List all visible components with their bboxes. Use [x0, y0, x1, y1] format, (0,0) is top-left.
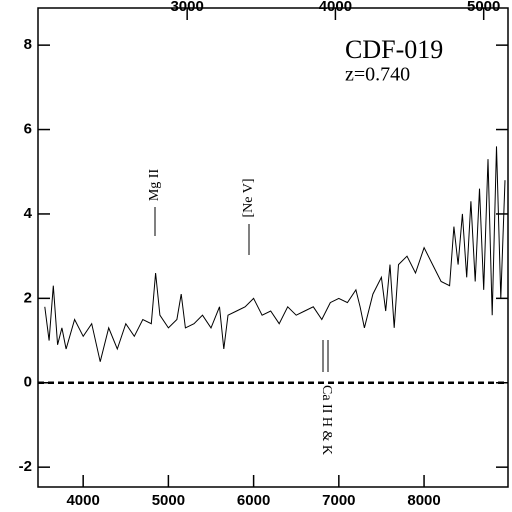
y-tick-label: -2: [19, 458, 32, 475]
line-label: Mg II: [147, 169, 162, 202]
spectrum: [44, 146, 506, 362]
x2-tick-label: 3000: [170, 0, 203, 15]
x-tick-label: 7000: [322, 492, 355, 509]
y-tick-label: 2: [24, 289, 32, 306]
x-tick-label: 4000: [66, 492, 99, 509]
x-tick-label: 8000: [407, 492, 440, 509]
line-label: Ca II H & K: [319, 385, 334, 455]
x-tick-label: 5000: [152, 492, 185, 509]
x-tick-label: 6000: [237, 492, 270, 509]
y-tick-label: 4: [24, 205, 33, 222]
redshift: z=0.740: [345, 64, 410, 86]
line-label: [Ne V]: [241, 178, 256, 217]
y-tick-label: 8: [24, 36, 32, 53]
object-name: CDF-019: [345, 35, 443, 64]
plot-frame: [37, 7, 509, 488]
x2-tick-label: 5000: [467, 0, 500, 15]
x2-tick-label: 4000: [319, 0, 352, 15]
y-tick-label: 6: [24, 121, 32, 138]
y-tick-label: 0: [24, 374, 32, 391]
